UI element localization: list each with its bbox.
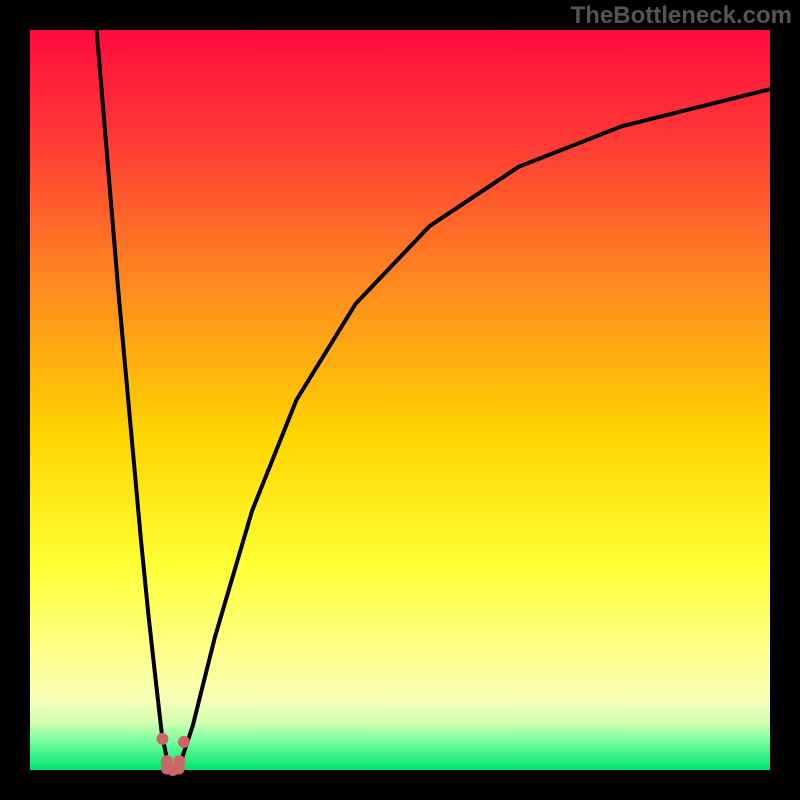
marker-point xyxy=(156,733,168,745)
plot-background-gradient xyxy=(30,30,770,770)
bottleneck-curve-chart xyxy=(0,0,800,800)
chart-container: { "watermark": { "text": "TheBottleneck.… xyxy=(0,0,800,800)
marker-point xyxy=(178,736,190,748)
watermark-text: TheBottleneck.com xyxy=(571,2,792,30)
marker-point xyxy=(173,755,185,767)
